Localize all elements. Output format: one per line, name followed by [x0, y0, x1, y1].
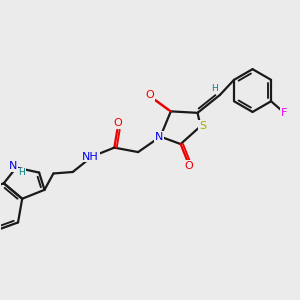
- Text: H: H: [18, 168, 25, 177]
- Text: O: O: [113, 118, 122, 128]
- Text: NH: NH: [82, 152, 99, 161]
- Text: H: H: [211, 84, 218, 93]
- Text: O: O: [184, 161, 193, 171]
- Text: S: S: [199, 121, 206, 131]
- Text: F: F: [281, 108, 287, 118]
- Text: N: N: [9, 161, 17, 171]
- Text: O: O: [146, 90, 154, 100]
- Text: N: N: [155, 132, 163, 142]
